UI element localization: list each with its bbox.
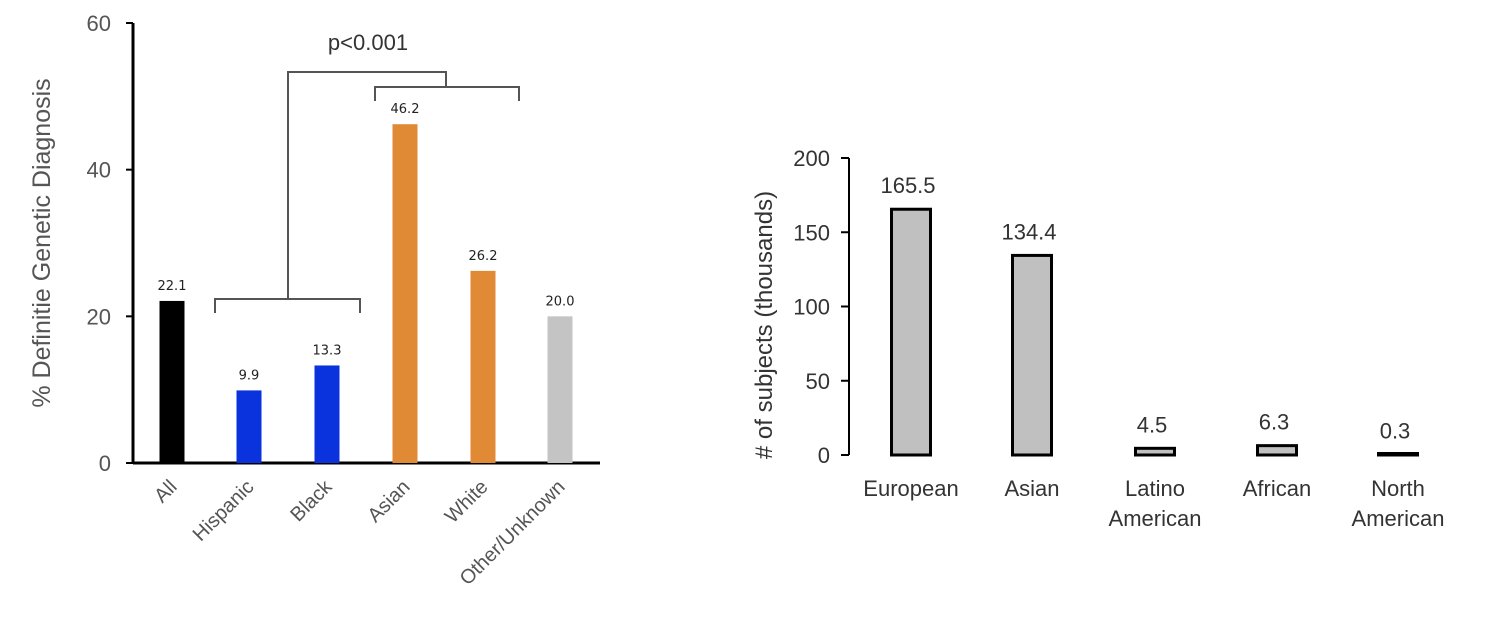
category-label-line: American — [1109, 506, 1202, 531]
y-tick-label: 0 — [818, 443, 830, 468]
data-label: 20.0 — [546, 294, 575, 309]
data-label: 13.3 — [313, 343, 342, 358]
data-label: 4.5 — [1137, 412, 1168, 437]
data-label: 0.3 — [1380, 419, 1411, 444]
bar-black — [314, 365, 340, 463]
chart-subjects-by-ancestry: 0 50 100 150 200 # of subjects (thousands) 165… — [751, 146, 1444, 531]
category-label-line: North — [1371, 476, 1425, 501]
y-tick-label: 150 — [793, 220, 830, 245]
bracket-comparison — [287, 71, 447, 299]
data-label: 46.2 — [391, 102, 420, 117]
data-label: 22.1 — [158, 279, 187, 294]
significance-label: p<0.001 — [328, 30, 408, 55]
category-label: Latino American — [1109, 476, 1202, 531]
category-label-line: European — [863, 476, 958, 501]
y-tick-label: 20 — [87, 304, 111, 329]
data-label: 26.2 — [469, 249, 498, 264]
bar-european — [890, 207, 932, 457]
bracket-right-group — [374, 86, 520, 101]
category-label-line: Latino — [1125, 476, 1185, 501]
category-label-line: Asian — [1004, 476, 1059, 501]
bracket-left-group — [214, 298, 361, 313]
y-tick-label: 0 — [99, 451, 111, 476]
bar-north-american — [1377, 452, 1419, 457]
category-label: African — [1243, 476, 1311, 501]
category-label: White — [441, 476, 493, 528]
y-axis-label: % Definitie Genetic Diagnosis — [28, 78, 56, 407]
data-label: 9.9 — [239, 368, 260, 383]
category-label-line: African — [1243, 476, 1311, 501]
category-label-line: American — [1352, 506, 1445, 531]
bar-white — [470, 270, 496, 463]
category-label: North American — [1352, 476, 1445, 531]
data-label: 165.5 — [880, 173, 935, 198]
category-label: European — [863, 476, 958, 501]
data-label: 6.3 — [1259, 410, 1290, 435]
y-tick-label: 50 — [806, 369, 830, 394]
category-label: Asian — [1004, 476, 1059, 501]
bar-hispanic — [236, 390, 262, 463]
chart-diagnosis-rate: 0 20 40 60 % Definitie Genetic Diagnosis 22.1… — [28, 11, 600, 590]
bar-other-unknown — [547, 316, 573, 463]
category-label: Black — [286, 475, 337, 526]
category-label: All — [150, 476, 181, 507]
y-tick-label: 200 — [793, 146, 830, 171]
y-tick-label: 60 — [87, 11, 111, 36]
category-label: Asian — [364, 476, 415, 527]
bar-all — [159, 300, 185, 463]
bar-asian — [1011, 253, 1053, 457]
data-label: 134.4 — [1001, 219, 1056, 244]
y-tick-label: 40 — [87, 158, 111, 183]
y-tick-label: 100 — [793, 295, 830, 320]
category-label: Hispanic — [189, 476, 259, 546]
bar-latino-american — [1134, 446, 1176, 457]
bar-african — [1256, 444, 1298, 457]
y-axis-label: # of subjects (thousands) — [751, 191, 778, 459]
bar-asian — [392, 124, 418, 463]
